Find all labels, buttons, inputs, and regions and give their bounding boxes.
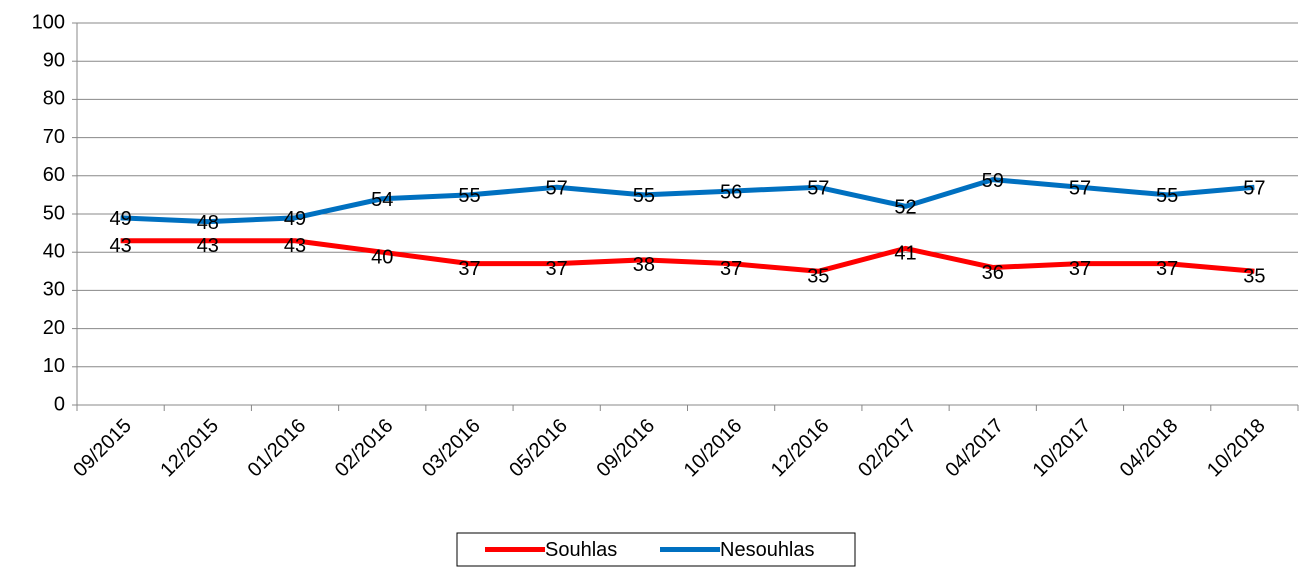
x-tick-label: 01/2016: [244, 415, 311, 482]
x-tick-label: 09/2016: [592, 415, 659, 482]
legend-label: Nesouhlas: [720, 539, 815, 561]
data-label: 55: [633, 185, 655, 207]
data-label: 57: [807, 178, 829, 200]
y-tick-label: 70: [43, 126, 65, 148]
series-line: [120, 238, 1255, 274]
data-label: 48: [197, 212, 219, 234]
y-tick-label: 90: [43, 49, 65, 71]
legend-box: [456, 532, 856, 567]
data-label: 35: [807, 266, 829, 288]
data-label: 49: [109, 208, 131, 230]
data-label: 36: [982, 262, 1004, 284]
data-label: 49: [284, 208, 306, 230]
y-tick-label: 30: [43, 279, 65, 301]
legend-label: Souhlas: [545, 539, 617, 561]
data-label: 55: [458, 185, 480, 207]
x-tick-label: 09/2015: [69, 415, 136, 482]
y-tick-label: 0: [54, 393, 65, 415]
x-tick-label: 10/2018: [1203, 415, 1270, 482]
x-tick-label: 12/2016: [767, 415, 834, 482]
series-line: [120, 177, 1255, 225]
x-tick-label: 02/2016: [331, 415, 398, 482]
data-label: 57: [1069, 178, 1091, 200]
y-tick-label: 100: [32, 11, 65, 33]
y-tick-label: 50: [43, 202, 65, 224]
data-label: 43: [197, 235, 219, 257]
x-tick-label: 03/2016: [418, 415, 485, 482]
y-tick-label: 80: [43, 88, 65, 110]
y-tick-label: 40: [43, 240, 65, 262]
y-tick-label: 20: [43, 317, 65, 339]
data-label: 40: [371, 246, 393, 268]
data-label: 43: [109, 235, 131, 257]
x-tick-label: 02/2017: [854, 415, 921, 482]
data-label: 37: [1069, 258, 1091, 280]
x-tick-label: 05/2016: [505, 415, 572, 482]
x-tick-label: 04/2017: [941, 415, 1008, 482]
data-label: 37: [720, 258, 742, 280]
data-label: 37: [1156, 258, 1178, 280]
data-label: 55: [1156, 185, 1178, 207]
data-label: 35: [1243, 266, 1265, 288]
data-label: 38: [633, 254, 655, 276]
y-tick-label: 10: [43, 355, 65, 377]
x-tick-label: 12/2015: [156, 415, 223, 482]
data-label: 59: [982, 170, 1004, 192]
data-label: 43: [284, 235, 306, 257]
data-label: 52: [894, 197, 916, 219]
x-tick-label: 10/2017: [1029, 415, 1096, 482]
x-tick-label: 04/2018: [1116, 415, 1183, 482]
data-label: 37: [546, 258, 568, 280]
x-tick-label: 10/2016: [680, 415, 747, 482]
data-label: 57: [1243, 178, 1265, 200]
y-tick-label: 60: [43, 164, 65, 186]
data-label: 54: [371, 189, 393, 211]
data-label: 41: [894, 243, 916, 265]
data-label: 37: [458, 258, 480, 280]
data-label: 56: [720, 181, 742, 203]
data-label: 57: [546, 178, 568, 200]
